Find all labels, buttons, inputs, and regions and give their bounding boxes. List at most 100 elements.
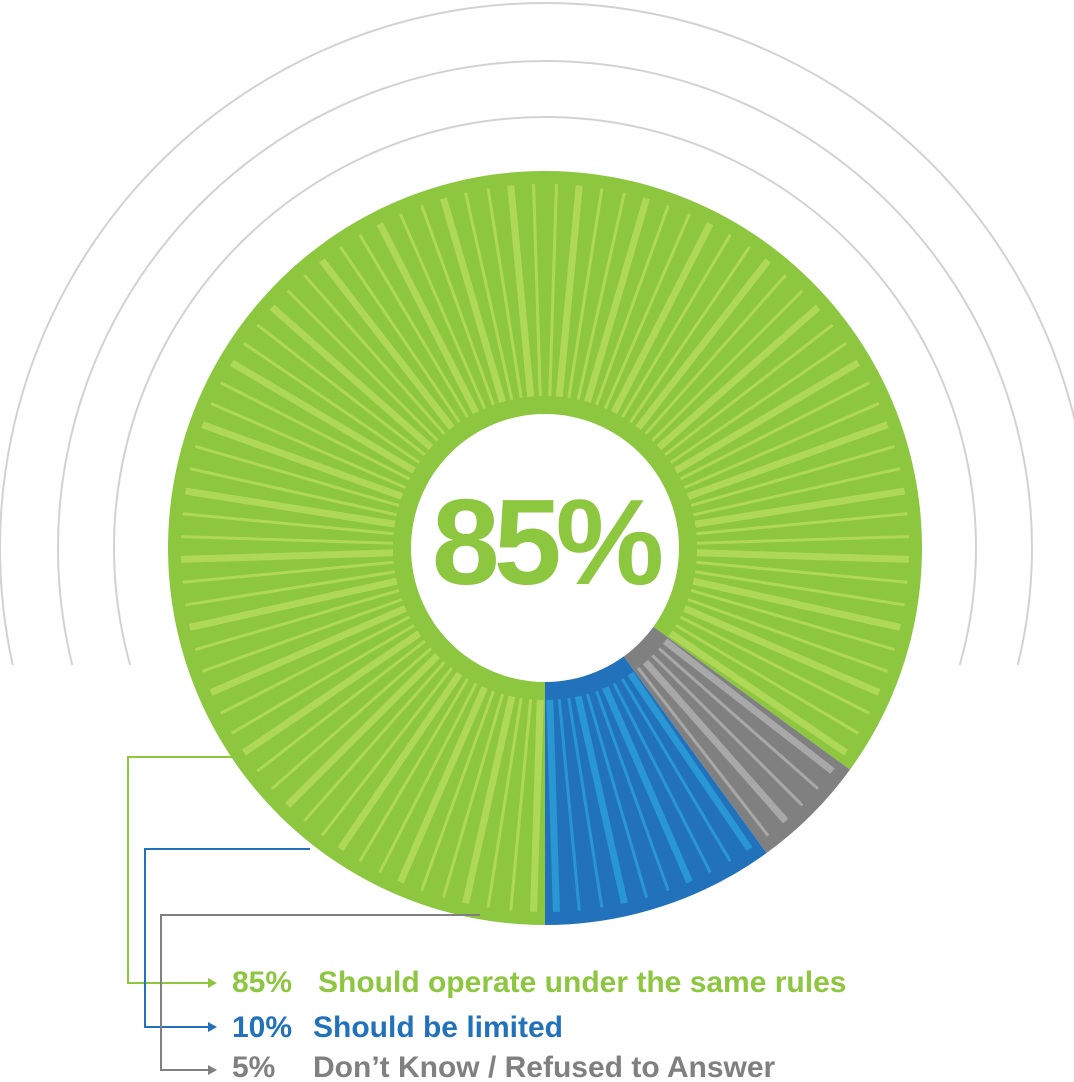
- slice-0-ray: [507, 185, 535, 398]
- slice-0-ray: [195, 445, 400, 508]
- center-value-label: 85%: [432, 474, 662, 610]
- slice-0-ray: [358, 233, 469, 418]
- slice-0-ray: [286, 289, 439, 442]
- slice-0-ray: [399, 213, 487, 410]
- slice-0-ray: [241, 630, 422, 756]
- slice-0-ray: [269, 304, 434, 451]
- slice-0-ray: [185, 570, 396, 607]
- connector-arrow-0: [208, 978, 217, 988]
- slice-0-ray: [584, 197, 650, 404]
- slice-0-ray: [209, 605, 407, 696]
- slice-2-ray: [585, 693, 648, 898]
- slice-0-ray: [696, 560, 908, 584]
- slice-0-ray: [462, 695, 516, 904]
- slice-0-ray: [303, 273, 446, 435]
- slice-0-ray: [442, 693, 505, 898]
- slice-2-ray: [627, 671, 753, 852]
- slice-0-ray: [692, 577, 901, 631]
- connector-line-0: [127, 756, 232, 984]
- legend-label-0: Should operate under the same rules: [318, 966, 846, 999]
- slice-0-ray: [532, 184, 542, 397]
- legend-value-2: 5%: [232, 1051, 275, 1082]
- slice-0-ray: [420, 690, 495, 891]
- slice-0-ray: [243, 342, 421, 464]
- slice-0-ray: [555, 185, 583, 398]
- legend: 85% Should operate under the same rules …: [232, 966, 846, 1082]
- slice-0-ray: [693, 467, 901, 517]
- slice-0-ray: [339, 246, 461, 424]
- slice-0-ray: [210, 402, 407, 490]
- slice-0-ray: [668, 630, 849, 756]
- slice-1-ray: [651, 654, 804, 807]
- slice-0-ray: [683, 605, 881, 696]
- slice-0-ray: [181, 535, 394, 545]
- slice-0-ray: [229, 359, 416, 474]
- background-arcs: [0, 2, 1074, 666]
- slice-0-ray: [675, 624, 860, 735]
- slice-0-ray: [358, 678, 469, 863]
- slice-2-ray: [546, 699, 560, 912]
- slice-2-ray: [557, 699, 581, 911]
- background-arc-2: [113, 116, 977, 666]
- slice-0-ray: [595, 205, 670, 406]
- connector-line-2: [160, 914, 480, 1071]
- slice-0-ray: [679, 615, 871, 715]
- slice-0-ray: [603, 213, 691, 410]
- slice-0-ray: [256, 323, 426, 457]
- connector-arrow-2: [208, 1065, 217, 1075]
- slice-0-ray: [397, 686, 488, 884]
- slice-0-ray: [337, 671, 463, 852]
- slice-0-ray: [270, 647, 432, 790]
- slice-0-ray: [486, 188, 523, 399]
- slice-0-ray: [378, 682, 478, 874]
- slice-0-ray: [420, 205, 495, 406]
- slice-1-ray: [662, 638, 835, 774]
- slice-2-ray: [612, 682, 712, 874]
- slice-0-ray: [219, 381, 411, 481]
- slice-2-ray: [602, 686, 693, 884]
- slice-0-ray: [320, 667, 454, 837]
- slice-0-ray: [690, 588, 895, 651]
- slice-0-ray: [679, 381, 871, 481]
- slice-0-ray: [686, 421, 889, 500]
- slice-0-ray: [201, 421, 404, 500]
- slice-0-ray: [576, 192, 626, 400]
- slice-0-ray: [690, 445, 895, 508]
- slice-0-ray: [683, 402, 880, 490]
- slice-0-ray: [644, 273, 787, 435]
- slice-1-ray: [658, 647, 820, 790]
- slice-0-ray: [202, 598, 403, 673]
- slice-0-ray: [669, 342, 847, 464]
- legend-value-1: 10%: [232, 1011, 292, 1044]
- slice-0-ray: [687, 598, 888, 673]
- slice-0-ray: [195, 588, 400, 651]
- center-hole: [411, 414, 679, 682]
- slice-0-ray: [376, 222, 480, 415]
- slice-0-ray: [256, 639, 426, 773]
- slice-1-ray: [642, 659, 789, 824]
- slice-1-ray: [636, 667, 770, 837]
- legend-label-2: Don’t Know / Refused to Answer: [313, 1051, 776, 1082]
- slice-0-ray: [319, 258, 455, 431]
- slice-0-ray: [181, 549, 394, 563]
- slice-0-ray: [464, 192, 514, 400]
- slice-0-ray: [230, 624, 415, 735]
- slice-0-ray: [664, 323, 834, 457]
- slice-0-ray: [651, 289, 804, 442]
- slice-0-ray: [635, 258, 771, 431]
- slice-0-ray: [621, 233, 732, 418]
- slice-0-ray: [219, 615, 411, 715]
- slice-0-ray: [694, 570, 905, 607]
- slice-0-ray: [629, 246, 751, 424]
- slice-0-ray: [567, 188, 604, 399]
- slice-0-ray: [182, 512, 394, 536]
- slice-0-ray: [674, 359, 861, 474]
- slice-0-ray: [189, 467, 397, 517]
- slice-0-ray: [182, 560, 394, 584]
- slice-2-ray: [621, 678, 732, 863]
- slice-0-ray: [184, 487, 396, 528]
- slice-2-ray: [595, 690, 670, 891]
- slice-0-ray: [694, 487, 906, 528]
- slice-0-ray: [440, 197, 506, 404]
